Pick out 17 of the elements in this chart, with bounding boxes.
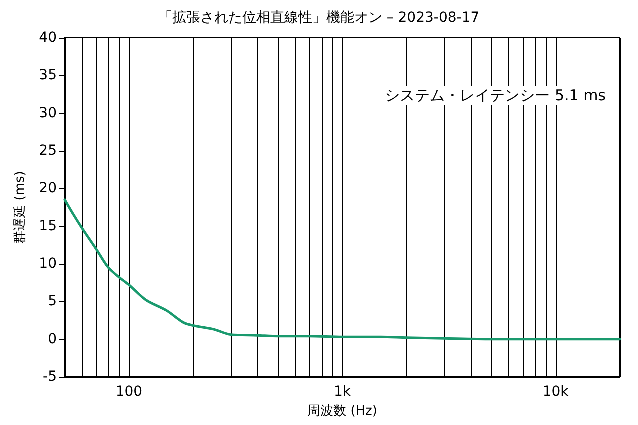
y-tick-label: 10: [39, 256, 57, 272]
x-tick-label: 1k: [334, 384, 352, 400]
y-tick-label: -5: [43, 369, 57, 385]
x-axis-title: 周波数 (Hz): [308, 404, 378, 419]
y-tick-label: 5: [48, 294, 57, 310]
y-tick-label: 30: [39, 105, 57, 122]
y-tick-label: 15: [39, 218, 57, 234]
y-tick-label: 25: [39, 143, 57, 159]
y-tick-label: 35: [39, 68, 57, 84]
x-tick-label: 100: [116, 384, 143, 400]
chart-title: 「拡張された位相直線性」機能オン – 2023-08-17: [158, 10, 480, 26]
y-tick-label: 40: [39, 30, 57, 46]
x-tick-label: 10k: [542, 384, 570, 400]
annotation: システム・レイテンシー 5.1 ms: [385, 86, 606, 104]
y-axis-title: 群遅延 (ms): [13, 171, 28, 244]
y-tick-label: 20: [39, 180, 57, 197]
y-tick-label: 0: [48, 331, 57, 348]
